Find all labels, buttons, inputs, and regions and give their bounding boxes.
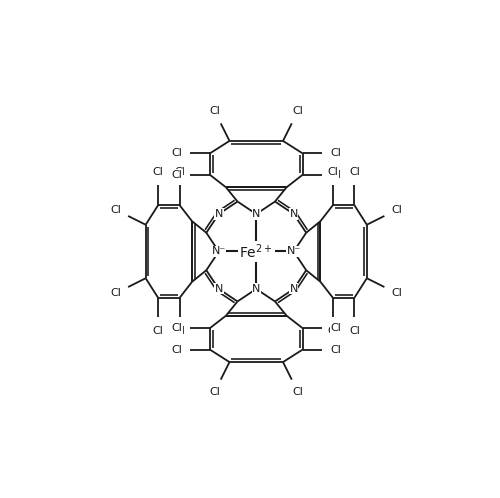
Text: Cl: Cl [174,326,185,336]
Text: N⁻: N⁻ [286,247,301,256]
Text: N⁻: N⁻ [212,247,226,256]
Text: N: N [290,284,298,294]
Text: Cl: Cl [172,170,182,180]
Text: Cl: Cl [391,205,402,215]
Text: N: N [252,209,260,219]
Text: Cl: Cl [210,107,220,117]
Text: Cl: Cl [210,386,220,396]
Text: Cl: Cl [349,326,360,336]
Text: Cl: Cl [152,167,164,177]
Text: Cl: Cl [110,288,122,298]
Text: N: N [214,209,223,219]
Text: N: N [214,209,223,219]
Text: Cl: Cl [110,205,122,215]
Text: N: N [290,284,298,294]
Text: Fe$^{2+}$: Fe$^{2+}$ [240,242,273,261]
Text: N: N [252,284,260,294]
Text: Cl: Cl [330,345,341,355]
Text: Cl: Cl [172,148,182,158]
Text: Cl: Cl [172,323,182,333]
Text: N: N [290,209,298,219]
Text: Cl: Cl [349,167,360,177]
Text: Cl: Cl [172,345,182,355]
Text: Cl: Cl [330,148,341,158]
Text: Cl: Cl [328,167,338,177]
Text: Cl: Cl [152,326,164,336]
Text: Cl: Cl [292,386,303,396]
Text: Cl: Cl [174,167,185,177]
Text: Cl: Cl [328,326,338,336]
Text: N: N [214,284,223,294]
Text: N: N [290,209,298,219]
Text: Cl: Cl [391,288,402,298]
Text: Cl: Cl [330,323,341,333]
Text: N: N [214,284,223,294]
Text: Cl: Cl [330,170,341,180]
Text: Cl: Cl [292,107,303,117]
